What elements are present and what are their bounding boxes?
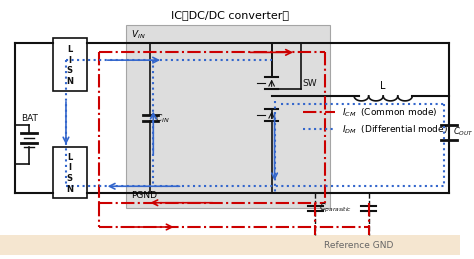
Bar <box>54 147 87 198</box>
Text: S: S <box>67 66 73 75</box>
Text: $V_{IN}$: $V_{IN}$ <box>131 29 146 41</box>
Text: PGND: PGND <box>131 191 157 200</box>
Legend: $I_{CM}$  (Common mode), $I_{DM}$  (Differential mode): $I_{CM}$ (Common mode), $I_{DM}$ (Differ… <box>301 104 451 139</box>
Bar <box>126 25 330 208</box>
Text: I: I <box>68 56 72 65</box>
Text: L: L <box>381 81 386 91</box>
Text: Reference GND: Reference GND <box>324 241 393 250</box>
Text: N: N <box>66 185 73 194</box>
Bar <box>0 235 460 255</box>
Text: $C_{parasitic}$: $C_{parasitic}$ <box>319 202 352 215</box>
Text: IC（DC/DC converter）: IC（DC/DC converter） <box>171 10 289 19</box>
Text: $C_{IN}$: $C_{IN}$ <box>155 112 170 125</box>
Bar <box>54 38 87 91</box>
Text: BAT: BAT <box>21 114 37 123</box>
Text: I: I <box>68 163 72 172</box>
Text: L: L <box>67 45 73 54</box>
Text: $C_{OUT}$: $C_{OUT}$ <box>453 126 474 138</box>
Text: L: L <box>67 153 73 162</box>
Text: SW: SW <box>303 79 317 88</box>
Text: N: N <box>66 77 73 86</box>
Text: S: S <box>67 174 73 183</box>
